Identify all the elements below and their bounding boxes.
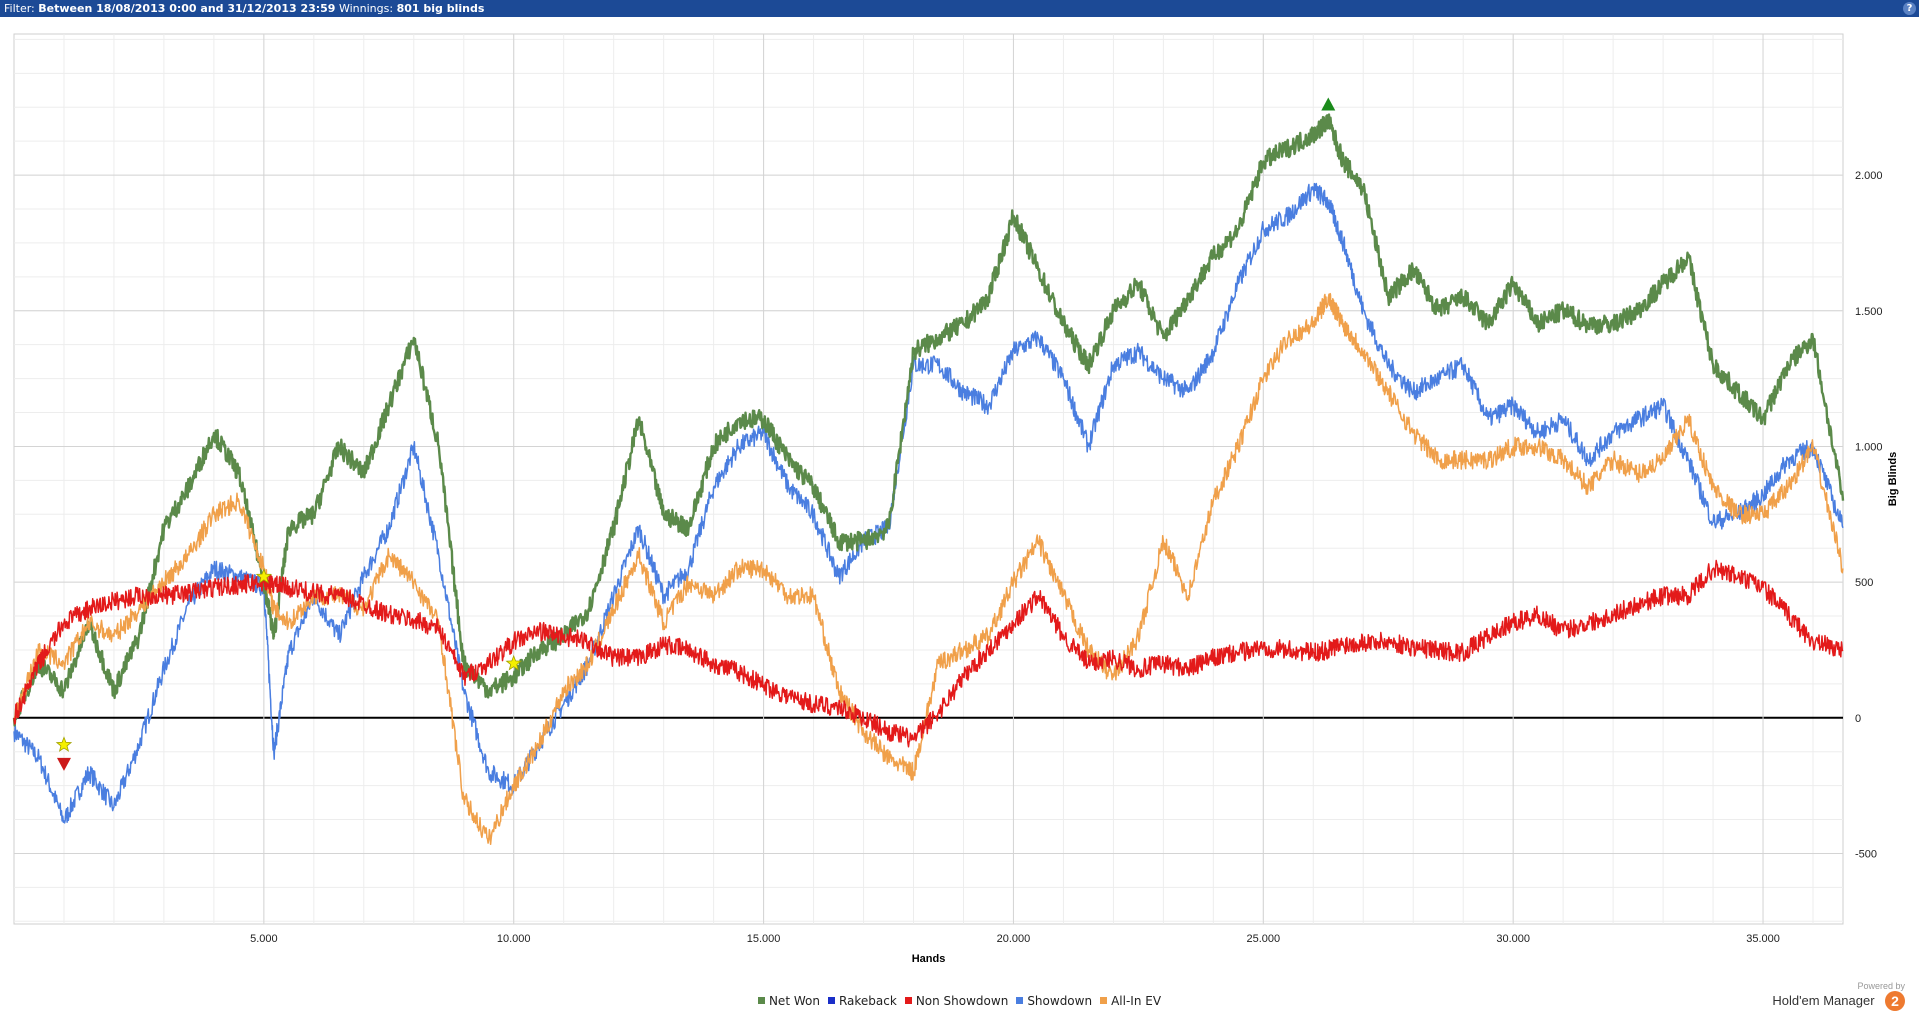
legend-label: Net Won (768, 994, 820, 1008)
legend-swatch (904, 997, 912, 1004)
x-tick-label: 15.000 (747, 933, 781, 945)
chart-legend: Net Won Rakeback Non Showdown Showdown All-I… (0, 994, 1919, 1008)
legend-label: Showdown (1027, 994, 1093, 1008)
legend-item-net-won[interactable]: Net Won (757, 994, 820, 1008)
legend-label: All-In EV (1111, 994, 1162, 1008)
star-marker-icon (55, 736, 73, 752)
series-line-non-showdown (13, 559, 1844, 748)
x-tick-label: 25.000 (1246, 933, 1280, 945)
winnings-graph: -500 0 500 1.000 1.500 2.000 5.000 10.000 15.000… (12, 33, 1899, 965)
min-marker-icon (56, 757, 71, 771)
star-marker-icon (255, 568, 273, 584)
filter-prefix: Filter: (4, 2, 35, 15)
x-tick-label: 30.000 (1496, 933, 1530, 945)
legend-swatch (757, 997, 765, 1004)
filter-bar: Filter: Between 18/08/2013 0:00 and 31/1… (0, 0, 1919, 17)
y-axis-label: Big Blinds (1887, 452, 1899, 506)
legend-label: Rakeback (838, 994, 897, 1008)
x-tick-label: 10.000 (497, 933, 531, 945)
legend-label: Non Showdown (915, 994, 1009, 1008)
y-tick-label: 500 (1855, 577, 1873, 589)
max-marker-icon (1321, 97, 1336, 111)
winnings-label: Winnings: (338, 2, 394, 15)
x-tick-label: 5.000 (250, 933, 278, 945)
y-tick-label: 2.000 (1855, 170, 1883, 182)
y-tick-label: -500 (1855, 848, 1877, 860)
brand-block: Powered by Hold'em Manager 2 (1772, 981, 1905, 1011)
y-tick-label: 1.500 (1855, 306, 1883, 318)
help-icon[interactable]: ? (1903, 2, 1916, 15)
winnings-value: 801 big blinds (396, 2, 485, 15)
legend-item-all-in-ev[interactable]: All-In EV (1100, 994, 1161, 1008)
filter-date-range: Between 18/08/2013 0:00 and 31/12/2013 2… (38, 2, 336, 15)
x-tick-label: 35.000 (1746, 933, 1780, 945)
plot-area (13, 33, 1844, 925)
legend-swatch (1100, 997, 1108, 1004)
brand-name: Hold'em Manager (1772, 993, 1875, 1009)
series-line-net-won (12, 113, 1845, 727)
series-line-showdown (13, 182, 1844, 824)
star-marker-icon (505, 654, 522, 671)
legend-item-rakeback[interactable]: Rakeback (827, 994, 897, 1008)
x-tick-label: 20.000 (997, 933, 1031, 945)
hm2-logo-icon: 2 (1885, 991, 1905, 1011)
legend-item-non-showdown[interactable]: Non Showdown (904, 994, 1009, 1008)
y-tick-label: 0 (1855, 713, 1861, 725)
x-axis-label: Hands (912, 953, 946, 965)
legend-swatch (827, 997, 835, 1004)
legend-item-showdown[interactable]: Showdown (1016, 994, 1092, 1008)
legend-swatch (1016, 997, 1024, 1004)
y-tick-label: 1.000 (1855, 441, 1883, 453)
powered-by-text: Powered by (1857, 981, 1905, 991)
